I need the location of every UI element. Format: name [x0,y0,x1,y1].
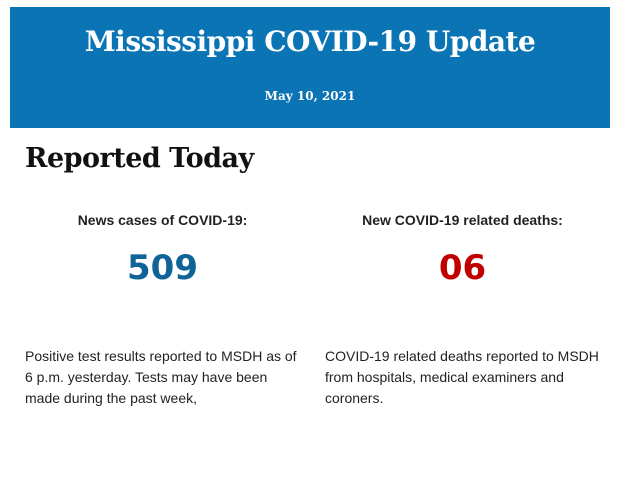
section-title: Reported Today [25,143,254,174]
new-cases-description: Positive test results reported to MSDH a… [25,348,297,406]
page-header: Mississippi COVID-19 Update May 10, 2021 [10,7,610,128]
new-deaths-description: COVID-19 related deaths reported to MSDH… [325,348,599,406]
new-cases-panel: News cases of COVID-19: 509 Positive tes… [25,212,300,406]
new-deaths-panel: New COVID-19 related deaths: 06 COVID-19… [325,212,600,406]
update-date: May 10, 2021 [264,89,356,103]
new-cases-value: 509 [127,248,198,288]
new-cases-label: News cases of COVID-19: [77,212,248,228]
new-deaths-label: New COVID-19 related deaths: [362,212,563,228]
page-title: Mississippi COVID-19 Update [84,25,536,58]
new-deaths-value: 06 [438,248,487,288]
